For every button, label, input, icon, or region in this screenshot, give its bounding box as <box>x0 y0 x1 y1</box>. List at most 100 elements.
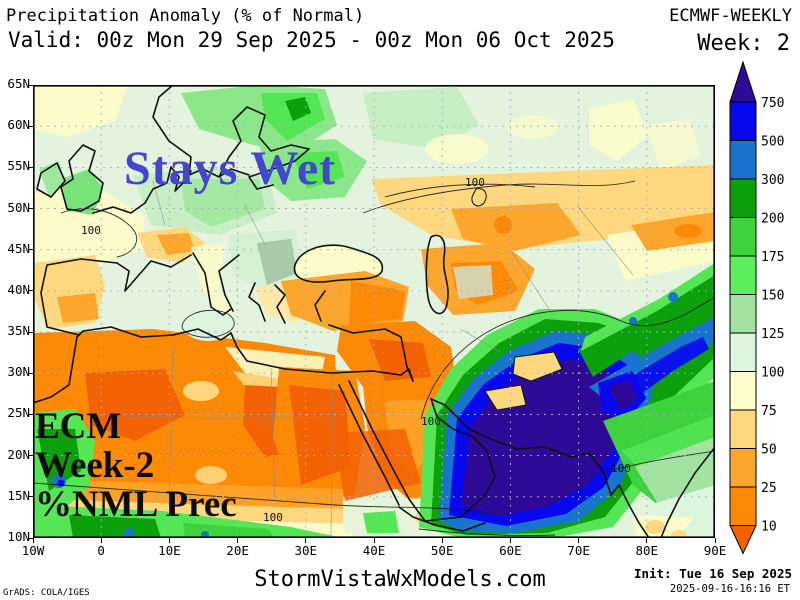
colorbar-segment <box>729 140 757 180</box>
colorbar-level-label: 200 <box>761 212 784 227</box>
lat-tick-label: 35N <box>7 323 30 339</box>
lat-tick-label: 20N <box>7 446 30 462</box>
annotation-ecm-week2: ECM Week-2 %NML Prec <box>35 407 237 524</box>
annotation-ecm-line3: %NML Prec <box>35 484 237 525</box>
colorbar-segment <box>729 409 757 449</box>
colorbar-level-label: 25 <box>761 481 777 496</box>
lat-tick <box>28 537 33 539</box>
init-date-label: Init: Tue 16 Sep 2025 <box>633 566 792 581</box>
lon-tick-label: 10W <box>21 543 45 558</box>
lat-tick <box>28 496 33 498</box>
colorbar-level-label: 10 <box>761 520 777 535</box>
lat-tick <box>28 455 33 457</box>
colorbar-level-label: 500 <box>761 135 784 150</box>
lat-tick-label: 15N <box>7 487 30 503</box>
contour-label-100: 100 <box>263 511 283 524</box>
lon-tick <box>509 538 511 543</box>
map-area: Stays Wet ECM Week-2 %NML Prec 100 100 1… <box>33 85 715 538</box>
model-label: ECMWF-WEEKLY <box>669 6 792 26</box>
lat-tick-label: 30N <box>7 364 30 380</box>
colorbar-scale: 750 500 300 200 175 150 125 100 75 50 25 10 <box>729 60 784 555</box>
colorbar-below-min-arrow <box>729 525 757 555</box>
lon-tick <box>578 538 580 543</box>
colorbar-segment <box>729 332 757 372</box>
lat-tick-label: 50N <box>7 199 30 215</box>
lat-tick <box>28 413 33 415</box>
colorbar-level-label: 150 <box>761 289 784 304</box>
lat-tick <box>28 125 33 127</box>
colorbar-segment <box>729 255 757 295</box>
contour-label-100: 100 <box>81 224 101 237</box>
colorbar-level-label: 125 <box>761 327 784 342</box>
lat-tick-label: 65N <box>7 76 30 91</box>
annotation-ecm-line1: ECM <box>35 406 122 447</box>
lat-tick <box>28 208 33 210</box>
lon-tick <box>237 538 239 543</box>
lat-tick-label: 25N <box>7 405 30 421</box>
grads-credit: GrADS: COLA/IGES <box>3 588 90 598</box>
anomaly-fill-blobs <box>33 85 715 538</box>
lon-tick-label: 60E <box>499 543 522 558</box>
colorbar-segment <box>729 178 757 218</box>
lat-tick <box>28 372 33 374</box>
lat-tick <box>28 290 33 292</box>
colorbar-level-label: 50 <box>761 443 777 458</box>
colorbar-level-label: 175 <box>761 250 784 265</box>
coastlines <box>33 85 715 538</box>
colorbar-segment <box>729 294 757 334</box>
grid-lines <box>33 85 715 538</box>
lat-tick <box>28 249 33 251</box>
contour-label-100: 100 <box>611 462 631 475</box>
lon-tick-label: 90E <box>703 543 727 558</box>
annotation-ecm-line2: Week-2 <box>35 445 155 486</box>
colorbar-segment <box>729 486 757 526</box>
lon-tick <box>32 538 34 543</box>
lat-tick <box>28 84 33 86</box>
lon-tick <box>441 538 443 543</box>
colorbar-level-label: 100 <box>761 366 784 381</box>
lat-tick-label: 45N <box>7 240 30 256</box>
colorbar-segment <box>729 371 757 411</box>
contour-lines <box>33 180 715 536</box>
lat-tick <box>28 331 33 333</box>
colorbar-segment <box>729 448 757 488</box>
lon-tick <box>373 538 375 543</box>
lat-tick-label: 55N <box>7 158 30 174</box>
lon-tick <box>305 538 307 543</box>
contour-label-100: 100 <box>465 176 485 189</box>
lon-tick-label: 20E <box>226 543 249 558</box>
lat-tick-label: 60N <box>7 117 30 133</box>
watermark-site: StormVistaWxModels.com <box>254 567 546 592</box>
page-title: Precipitation Anomaly (% of Normal) <box>6 6 365 26</box>
colorbar-above-max-arrow <box>729 60 757 103</box>
lon-tick <box>646 538 648 543</box>
lon-tick-label: 80E <box>635 543 659 558</box>
colorbar: 750 500 300 200 175 150 125 100 75 50 25 10 <box>725 56 797 561</box>
init-timestamp: 2025-09-16-16:16 ET <box>669 583 790 595</box>
country-borders <box>92 180 634 538</box>
week-label: Week: 2 <box>697 31 790 56</box>
lat-tick-label: 40N <box>7 281 30 297</box>
lat-tick-label: 10N <box>7 529 30 544</box>
precip-anomaly-map <box>33 85 715 538</box>
lon-tick <box>168 538 170 543</box>
lon-tick-label: 40E <box>362 543 386 558</box>
colorbar-segment <box>729 217 757 257</box>
lon-tick-label: 0 <box>97 543 105 558</box>
lon-tick <box>100 538 102 543</box>
lon-tick-label: 50E <box>430 543 454 558</box>
valid-range-label: Valid: 00z Mon 29 Sep 2025 - 00z Mon 06 … <box>8 28 615 52</box>
annotation-stays-wet: Stays Wet <box>124 142 337 195</box>
colorbar-level-label: 300 <box>761 173 784 188</box>
lon-tick-label: 70E <box>567 543 590 558</box>
map-frame <box>33 85 715 538</box>
lon-tick <box>714 538 716 543</box>
colorbar-level-label: 750 <box>761 96 784 111</box>
lat-tick <box>28 166 33 168</box>
colorbar-segment <box>729 101 757 141</box>
colorbar-level-label: 75 <box>761 404 777 419</box>
lon-tick-label: 30E <box>294 543 318 558</box>
contour-label-100: 100 <box>421 415 441 428</box>
lon-tick-label: 10E <box>158 543 181 558</box>
